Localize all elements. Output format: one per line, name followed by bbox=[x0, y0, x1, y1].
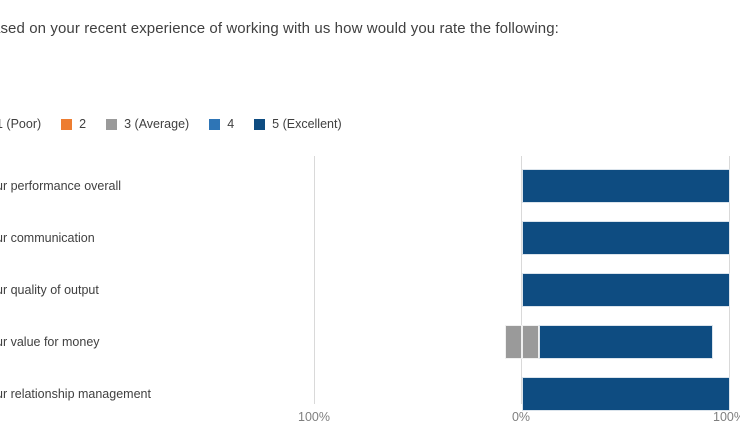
bar-row: ur performance overall bbox=[0, 160, 730, 212]
bar-track bbox=[314, 169, 730, 203]
bar-row: ur quality of output bbox=[0, 264, 730, 316]
category-label: ur performance overall bbox=[0, 179, 122, 193]
bar-segment[interactable] bbox=[505, 325, 522, 359]
chart-legend: 1 (Poor) 2 3 (Average) 4 5 (Excellent) bbox=[0, 114, 362, 134]
axis-line-zero bbox=[521, 156, 522, 404]
legend-item[interactable]: 4 bbox=[209, 117, 234, 131]
axis-line-left-bound bbox=[314, 156, 315, 404]
bar-segment[interactable] bbox=[538, 325, 714, 359]
legend-item-label: 4 bbox=[227, 117, 235, 131]
bar-track bbox=[314, 221, 730, 255]
legend-item-label: 1 (Poor) bbox=[0, 117, 42, 131]
category-label: ur relationship management bbox=[0, 387, 151, 401]
legend-item[interactable]: 3 (Average) bbox=[106, 117, 189, 131]
bar-track bbox=[314, 273, 730, 307]
category-label: ur communication bbox=[0, 231, 95, 245]
x-axis-tick-label-center: 0% bbox=[511, 410, 531, 424]
bar-track bbox=[314, 325, 730, 359]
bar-row: ur value for money bbox=[0, 316, 730, 368]
category-label: ur quality of output bbox=[0, 283, 99, 297]
legend-item[interactable]: 2 bbox=[61, 117, 86, 131]
bar-segment[interactable] bbox=[522, 273, 730, 307]
legend-swatch-icon bbox=[61, 118, 73, 130]
bar-segment[interactable] bbox=[522, 169, 730, 203]
x-axis-tick-label-left: 100% bbox=[298, 410, 330, 424]
category-label: ur value for money bbox=[0, 335, 100, 349]
x-axis-tick-label-right: 100% bbox=[713, 410, 740, 424]
legend-item[interactable]: 1 (Poor) bbox=[0, 117, 41, 131]
legend-item-label: 2 bbox=[79, 117, 87, 131]
bar-segment[interactable] bbox=[522, 377, 730, 411]
legend-item-label: 3 (Average) bbox=[124, 117, 190, 131]
plot-area: ur performance overall ur communication ur… bbox=[0, 156, 740, 424]
legend-item[interactable]: 5 (Excellent) bbox=[254, 117, 342, 131]
legend-item-label: 5 (Excellent) bbox=[272, 117, 342, 131]
legend-swatch-icon bbox=[106, 118, 118, 130]
bar-track bbox=[314, 377, 730, 411]
chart-title: ased on your recent experience of workin… bbox=[0, 20, 559, 37]
bar-row: ur relationship management bbox=[0, 368, 730, 420]
bar-segment[interactable] bbox=[522, 325, 539, 359]
bar-segment[interactable] bbox=[522, 221, 730, 255]
legend-swatch-icon bbox=[254, 118, 266, 130]
legend-swatch-icon bbox=[209, 118, 221, 130]
bar-row: ur communication bbox=[0, 212, 730, 264]
